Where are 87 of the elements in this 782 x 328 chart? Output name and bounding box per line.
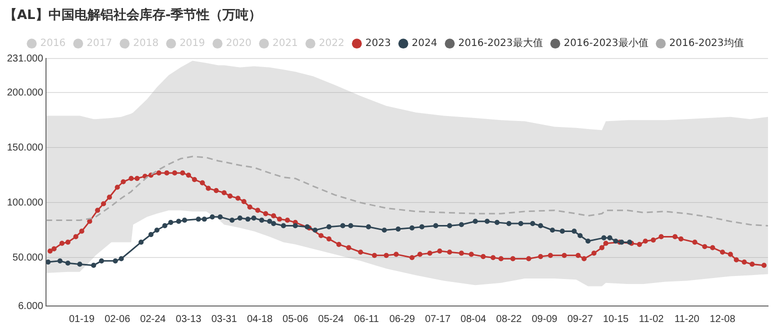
point (280, 223, 286, 228)
point (506, 220, 512, 226)
x-tick-label: 03-13 (176, 314, 202, 325)
point (447, 223, 452, 228)
point (91, 262, 96, 268)
point (210, 214, 215, 220)
point (176, 218, 182, 224)
point (472, 218, 478, 224)
point (245, 216, 250, 222)
point (98, 258, 104, 264)
point (382, 228, 387, 233)
point (230, 218, 235, 223)
legend-label: 2016-2023均值 (669, 37, 744, 50)
point (196, 216, 201, 222)
point (484, 218, 490, 224)
legend-label: 2016-2023最大值 (458, 37, 543, 50)
x-tick-label: 09-09 (532, 314, 558, 325)
x-tick-label: 04-18 (246, 314, 273, 325)
point (366, 224, 372, 230)
point (292, 223, 298, 228)
x-tick-label: 06-29 (389, 314, 416, 325)
point (182, 218, 188, 223)
point (168, 220, 174, 225)
point (409, 225, 415, 230)
point (538, 223, 544, 228)
point (65, 260, 70, 266)
x-tick-label: 11-20 (674, 314, 700, 325)
point (162, 223, 168, 228)
point (396, 226, 401, 232)
legend-label: 2024 (412, 38, 438, 50)
line-series (46, 156, 768, 226)
point (348, 223, 354, 228)
point (112, 258, 118, 264)
legend-label: 2016-2023最小值 (564, 37, 648, 50)
point (154, 228, 160, 233)
x-tick-label: 11-02 (638, 314, 664, 325)
x-tick-label: 05-06 (282, 314, 309, 325)
point (148, 232, 154, 238)
point (518, 220, 524, 226)
point (433, 223, 438, 228)
point (560, 228, 565, 234)
x-tick-label: 10-15 (602, 314, 629, 325)
point (237, 215, 243, 221)
legend-label: 2023 (365, 38, 391, 50)
point (46, 259, 51, 265)
y-tick-label: 50.000 (12, 252, 44, 264)
point (138, 240, 144, 245)
x-tick-label: 03-31 (211, 314, 238, 325)
point (578, 233, 583, 238)
x-tick-label: 08-04 (460, 314, 487, 325)
point (271, 220, 276, 226)
point (585, 238, 591, 244)
x-tick-label: 12-08 (710, 314, 736, 325)
point (419, 224, 424, 230)
x-tick-label: 01-19 (68, 314, 95, 325)
x-tick-label: 02-06 (104, 314, 131, 325)
point (267, 218, 272, 224)
point (202, 216, 207, 222)
point (77, 262, 82, 267)
point (340, 223, 346, 228)
y-tick-label: 231.000 (6, 53, 44, 64)
x-tick-label: 09-27 (567, 314, 594, 325)
point (613, 238, 618, 244)
point (607, 235, 612, 240)
chart-title: 【AL】中国电解铝社会库存-季节性（万吨） (4, 7, 262, 24)
y-tick-label: 150.000 (6, 142, 44, 154)
point (312, 228, 318, 233)
point (550, 228, 555, 233)
y-tick-label: 100.000 (6, 197, 44, 208)
point (530, 220, 536, 226)
point (326, 224, 332, 230)
point (251, 215, 256, 221)
y-tick-label: 200.000 (6, 87, 44, 98)
point (572, 228, 577, 234)
x-tick-label: 02-24 (140, 314, 166, 325)
point (57, 258, 63, 264)
x-tick-label: 06-11 (354, 314, 380, 325)
y-tick-label: 6.000 (18, 300, 44, 312)
point (458, 222, 464, 228)
x-tick-label: 05-24 (318, 314, 344, 325)
x-tick-label: 08-22 (496, 314, 522, 325)
point (259, 218, 264, 223)
point (118, 256, 124, 262)
point (601, 235, 606, 240)
point (494, 220, 500, 225)
x-tick-label: 07-17 (424, 314, 451, 325)
point (218, 214, 223, 220)
